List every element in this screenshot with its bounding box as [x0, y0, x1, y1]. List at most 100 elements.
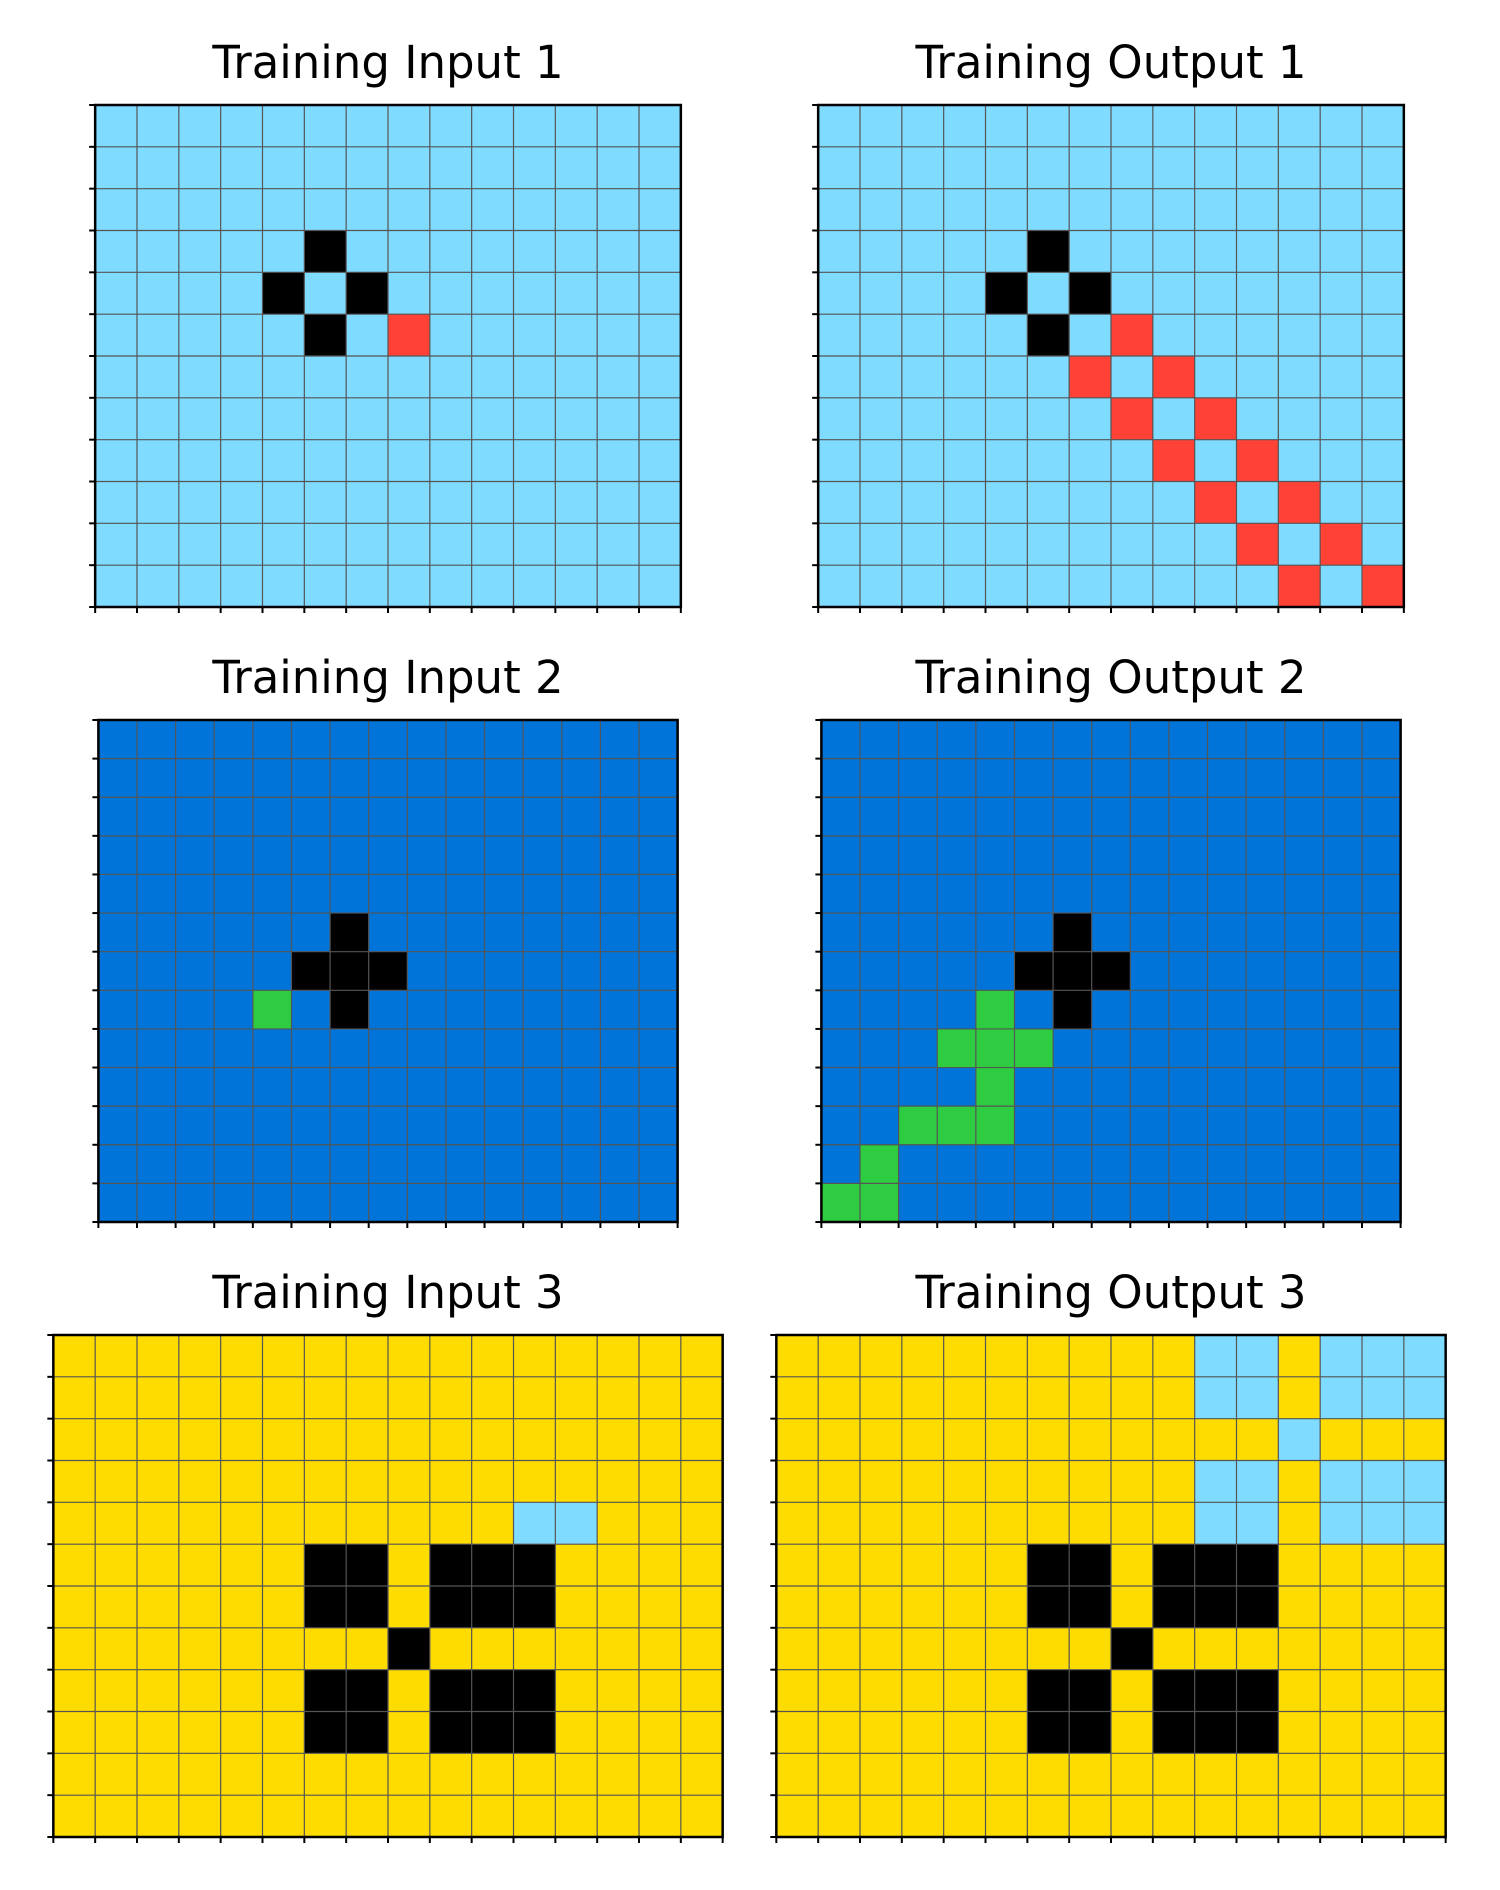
grid-cell — [901, 105, 944, 147]
grid-cell — [561, 758, 601, 798]
grid-cell — [860, 913, 899, 952]
grid-cell — [1069, 1669, 1111, 1712]
grid-cell — [776, 1544, 819, 1586]
grid-cell — [1362, 797, 1401, 836]
grid-cell — [98, 797, 137, 836]
grid-cell — [95, 1376, 137, 1419]
grid-cell — [1320, 1376, 1362, 1419]
grid-cell — [484, 1106, 524, 1145]
grid-cell — [860, 874, 899, 914]
grid-cell — [262, 481, 305, 524]
grid-cell — [513, 1586, 556, 1628]
panel-training-input-3: Training Input 3 — [47, 1266, 724, 1843]
grid-cell — [291, 797, 331, 836]
grid-cell — [429, 1586, 472, 1628]
grid-cell — [262, 1544, 305, 1586]
grid-cell — [1053, 1183, 1092, 1222]
grid-cell — [860, 397, 902, 440]
grid-cell — [818, 272, 860, 315]
grid-cell — [639, 1627, 681, 1670]
grid-cell — [137, 1753, 179, 1796]
grid-cell — [95, 1795, 137, 1837]
grid-cell — [1027, 1502, 1070, 1545]
grid-cell — [821, 1144, 860, 1184]
grid-cell — [291, 758, 331, 798]
grid-cell — [330, 990, 369, 1029]
grid-cell — [975, 720, 1015, 759]
grid-cell — [523, 874, 562, 914]
grid-cell — [985, 1795, 1028, 1837]
grid-cell — [178, 1627, 221, 1670]
grid-cell — [1403, 1460, 1446, 1503]
grid-cell — [471, 188, 514, 231]
grid-cell — [137, 797, 176, 836]
grid-cell — [304, 1753, 347, 1796]
grid-cell — [1236, 1627, 1279, 1670]
grid-cell — [388, 565, 430, 607]
grid-cell — [368, 835, 408, 875]
grid-cell — [821, 874, 860, 914]
grid-cell — [1323, 1183, 1362, 1222]
grid-cell — [639, 720, 678, 759]
grid-cell — [513, 1376, 556, 1419]
grid-cell — [985, 105, 1028, 147]
grid-cell — [513, 1460, 556, 1503]
grid-cell — [407, 951, 446, 991]
grid-cell — [555, 230, 598, 273]
grid-cell — [985, 1544, 1028, 1586]
grid-cell — [368, 951, 408, 991]
grid-cell — [818, 1335, 860, 1377]
grid-cell — [178, 1376, 221, 1419]
grid-cell — [429, 439, 472, 482]
grid-cell — [220, 397, 263, 440]
panel-title: Training Input 1 — [211, 36, 563, 89]
grid-cell — [1323, 1067, 1362, 1107]
grid-cell — [1027, 188, 1070, 231]
grid-cell — [137, 1335, 179, 1377]
grid-cell — [1091, 758, 1131, 798]
grid-cell — [407, 1144, 446, 1184]
grid-cell — [368, 1106, 408, 1145]
grid-cell — [680, 1335, 723, 1377]
grid-cell — [1130, 1067, 1169, 1107]
grid-cell — [555, 481, 598, 524]
grid-cell — [1168, 990, 1208, 1029]
grid-cell — [1362, 565, 1404, 607]
grid-cell — [523, 990, 562, 1029]
grid-cell — [304, 1460, 347, 1503]
grid-cell — [555, 1627, 598, 1670]
grid-cell — [330, 913, 369, 952]
grid-cell — [252, 720, 292, 759]
grid-cell — [943, 481, 986, 524]
grid-cell — [1111, 1627, 1153, 1670]
grid-cell — [1236, 1502, 1279, 1545]
grid-cell — [1168, 1183, 1208, 1222]
grid-cell — [388, 397, 430, 440]
grid-cell — [860, 314, 902, 356]
grid-cell — [368, 990, 408, 1029]
grid-cell — [175, 990, 215, 1029]
grid-cell — [1278, 1711, 1321, 1754]
grid-cell — [429, 523, 472, 566]
grid-cell — [1362, 481, 1404, 524]
grid-cell — [1027, 105, 1070, 147]
grid-cell — [98, 913, 137, 952]
grid-cell — [429, 146, 472, 189]
grid-cell — [178, 1460, 221, 1503]
grid-cell — [639, 1502, 681, 1545]
grid-cell — [1362, 1106, 1401, 1145]
grid — [89, 103, 683, 613]
grid-cell — [1152, 1376, 1195, 1419]
grid-cell — [1320, 356, 1362, 398]
grid-cell — [523, 1144, 562, 1184]
grid-cell — [860, 720, 899, 759]
grid-cell — [943, 1753, 986, 1796]
grid-cell — [1284, 758, 1324, 798]
grid-cell — [1027, 1460, 1070, 1503]
grid-cell — [555, 565, 598, 607]
grid-cell — [1323, 1144, 1362, 1184]
grid-cell — [943, 523, 986, 566]
grid-cell — [597, 314, 639, 356]
grid-cell — [1069, 1418, 1111, 1461]
grid-cell — [1278, 397, 1321, 440]
